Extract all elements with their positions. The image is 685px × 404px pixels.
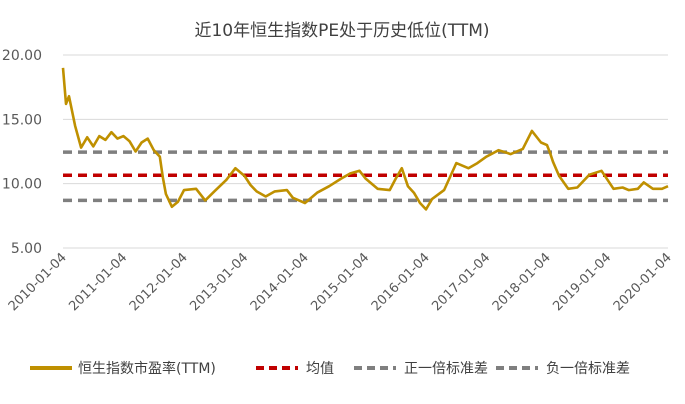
x-tick-label: 2013-01-04 [187,250,251,314]
x-axis: 2010-01-042011-01-042012-01-042013-01-04… [6,250,675,314]
x-tick-label: 2015-01-04 [308,250,372,314]
x-tick-label: 2010-01-04 [6,250,70,314]
legend: 恒生指数市盈率(TTM) 均值 正一倍标准差 负一倍标准差 [30,360,630,377]
y-tick-label: 20.00 [2,48,42,64]
reference-lines [63,150,668,203]
legend-label-plus-std: 正一倍标准差 [404,361,488,377]
x-tick-label: 2017-01-04 [429,250,493,314]
y-tick-label: 10.00 [2,177,42,193]
x-tick-label: 2019-01-04 [550,250,614,314]
y-tick-label: 5.00 [11,241,42,257]
y-tick-label: 15.00 [2,112,42,128]
x-tick-label: 2012-01-04 [127,250,191,314]
legend-label-minus-std: 负一倍标准差 [546,361,630,377]
x-tick-label: 2016-01-04 [369,250,433,314]
x-tick-label: 2020-01-04 [611,250,675,314]
pe-line [61,67,669,211]
chart-title: 近10年恒生指数PE处于历史低位(TTM) [194,21,489,41]
x-tick-label: 2018-01-04 [490,250,554,314]
x-tick-label: 2014-01-04 [248,250,312,314]
legend-label-mean: 均值 [306,361,334,377]
x-tick-label: 2011-01-04 [66,250,130,314]
y-axis: 5.00 10.00 15.00 20.00 [2,48,42,257]
legend-label-pe: 恒生指数市盈率(TTM) [78,360,216,377]
pe-series [61,67,669,211]
